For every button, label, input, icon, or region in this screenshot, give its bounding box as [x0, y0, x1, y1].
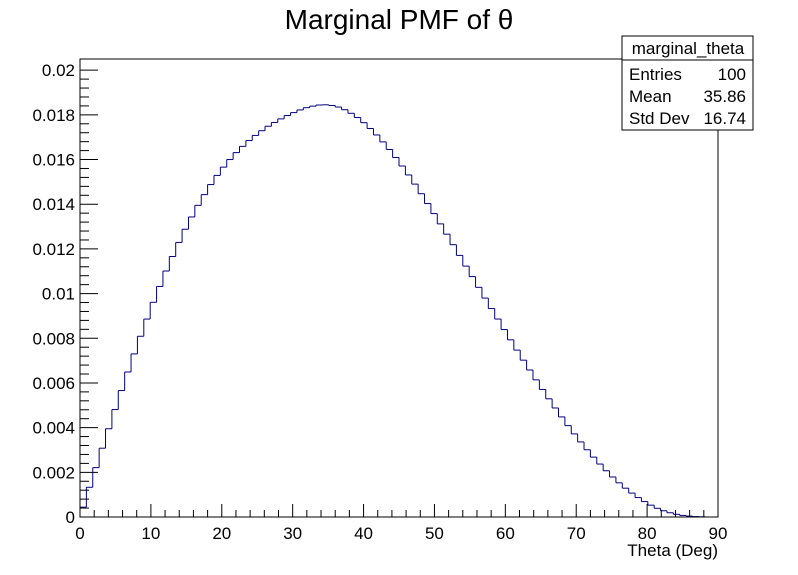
stats-value-stddev: 16.74: [703, 109, 746, 128]
y-tick-label: 0.01: [42, 285, 75, 304]
x-tick-label: 80: [638, 524, 657, 543]
x-tick-label: 40: [354, 524, 373, 543]
plot-frame: [79, 58, 719, 518]
y-axis: 0 0.002 0.004 0.006 0.008 0.01 0.012 0.014 0.016…: [32, 61, 98, 527]
x-tick-label: 10: [141, 524, 160, 543]
stats-box-frame: [621, 35, 754, 131]
stats-value-mean: 35.86: [703, 87, 746, 106]
y-tick-label: 0.008: [32, 329, 75, 348]
stats-label-mean: Mean: [629, 87, 672, 106]
stats-box: marginal_theta Entries 100 Mean 35.86 St…: [621, 35, 754, 131]
stats-label-stddev: Std Dev: [629, 109, 690, 128]
stats-value-entries: 100: [718, 65, 746, 84]
y-tick-label: 0.018: [32, 106, 75, 125]
y-tick-label: 0.004: [32, 419, 75, 438]
histogram-plot: [79, 104, 718, 518]
x-tick-label: 20: [212, 524, 231, 543]
y-tick-label: 0: [66, 508, 75, 527]
y-tick-label: 0.016: [32, 151, 75, 170]
y-tick-label: 0.02: [42, 61, 75, 80]
x-tick-label: 30: [283, 524, 302, 543]
x-tick-label: 60: [496, 524, 515, 543]
x-axis-title: Theta (Deg): [627, 541, 718, 560]
y-tick-label: 0.014: [32, 195, 75, 214]
x-tick-label: 90: [709, 524, 728, 543]
y-tick-label: 0.006: [32, 374, 75, 393]
x-tick-label: 50: [425, 524, 444, 543]
stats-box-name: marginal_theta: [632, 39, 745, 58]
stats-label-entries: Entries: [629, 65, 682, 84]
y-tick-label: 0.002: [32, 463, 75, 482]
x-tick-label: 0: [75, 524, 84, 543]
y-tick-label: 0.012: [32, 240, 75, 259]
x-axis: 0 10 20 30 40 50 60 70 80 90: [75, 504, 727, 543]
x-tick-label: 70: [567, 524, 586, 543]
chart-title: Marginal PMF of θ: [285, 4, 514, 35]
